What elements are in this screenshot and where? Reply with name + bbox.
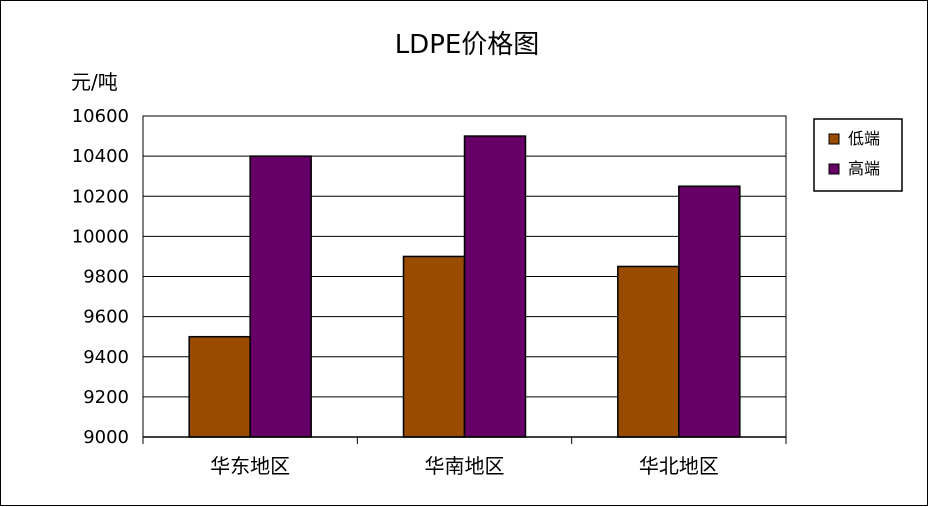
chart-title: LDPE价格图 (395, 30, 540, 60)
y-tick-label: 9400 (83, 347, 129, 368)
plot-area: 9000 9200 9400 9600 9800 10000 10200 10400 10600… (72, 106, 787, 478)
legend-swatch (828, 163, 840, 175)
bar-high (678, 185, 741, 438)
y-tick-label: 10200 (72, 186, 129, 207)
legend-box (813, 118, 903, 192)
y-tick-label: 10600 (72, 106, 129, 127)
y-tick-label: 9800 (83, 267, 129, 288)
x-tick-label: 华南地区 (425, 454, 505, 478)
x-tick-label: 华北地区 (639, 454, 719, 478)
legend-swatch (828, 133, 840, 145)
legend-label: 低端 (848, 129, 880, 148)
y-tick-label: 9000 (83, 427, 129, 448)
y-tick-label: 9200 (83, 387, 129, 408)
legend-label: 高端 (848, 159, 880, 178)
y-tick-label: 10400 (72, 146, 129, 167)
bar-low (402, 255, 466, 438)
y-tick-label: 10000 (72, 226, 129, 247)
bar-low (188, 335, 251, 438)
bar-low (617, 265, 680, 438)
x-tick-label: 华东地区 (210, 454, 290, 478)
bar-high (249, 155, 312, 438)
y-tick-label: 9600 (83, 307, 129, 328)
y-axis-unit-label: 元/吨 (71, 70, 118, 94)
bar-high (463, 135, 527, 438)
